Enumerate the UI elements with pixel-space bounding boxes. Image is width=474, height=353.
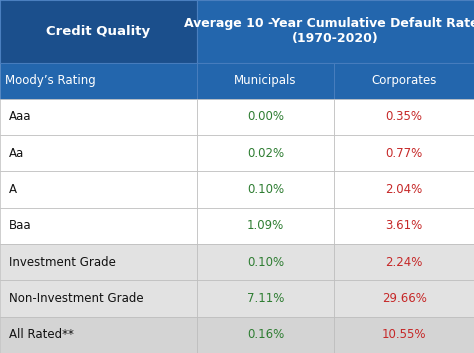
Bar bbox=[334, 135, 474, 172]
Text: 2.04%: 2.04% bbox=[385, 183, 423, 196]
Bar bbox=[334, 280, 474, 317]
Bar bbox=[334, 172, 474, 208]
Bar bbox=[197, 208, 334, 244]
Text: 0.35%: 0.35% bbox=[385, 110, 423, 124]
Text: 7.11%: 7.11% bbox=[247, 292, 284, 305]
Bar bbox=[334, 244, 474, 280]
Bar bbox=[334, 317, 474, 353]
Bar bbox=[334, 99, 474, 135]
Bar bbox=[197, 62, 334, 99]
Text: Moody’s Rating: Moody’s Rating bbox=[5, 74, 95, 87]
Text: Average 10 -Year Cumulative Default Rates
(1970-2020): Average 10 -Year Cumulative Default Rate… bbox=[184, 17, 474, 45]
Bar bbox=[0, 0, 197, 62]
Bar bbox=[0, 99, 197, 135]
Bar bbox=[197, 244, 334, 280]
Text: Non-Investment Grade: Non-Investment Grade bbox=[9, 292, 143, 305]
Bar bbox=[197, 135, 334, 172]
Bar bbox=[197, 280, 334, 317]
Text: 0.10%: 0.10% bbox=[247, 183, 284, 196]
Text: 0.10%: 0.10% bbox=[247, 256, 284, 269]
Text: 29.66%: 29.66% bbox=[382, 292, 427, 305]
Bar bbox=[0, 135, 197, 172]
Bar bbox=[197, 99, 334, 135]
Text: 3.61%: 3.61% bbox=[385, 220, 423, 232]
Bar bbox=[0, 208, 197, 244]
Bar bbox=[197, 0, 474, 62]
Text: Municipals: Municipals bbox=[234, 74, 297, 87]
Text: 0.00%: 0.00% bbox=[247, 110, 284, 124]
Bar bbox=[197, 172, 334, 208]
Text: Investment Grade: Investment Grade bbox=[9, 256, 115, 269]
Text: Credit Quality: Credit Quality bbox=[46, 25, 150, 38]
Bar bbox=[0, 172, 197, 208]
Text: Aa: Aa bbox=[9, 147, 24, 160]
Text: 0.77%: 0.77% bbox=[385, 147, 423, 160]
Bar bbox=[0, 244, 197, 280]
Text: 10.55%: 10.55% bbox=[382, 328, 426, 341]
Text: All Rated**: All Rated** bbox=[9, 328, 73, 341]
Text: Baa: Baa bbox=[9, 220, 31, 232]
Bar bbox=[0, 62, 197, 99]
Text: Corporates: Corporates bbox=[372, 74, 437, 87]
Text: 1.09%: 1.09% bbox=[247, 220, 284, 232]
Text: Aaa: Aaa bbox=[9, 110, 31, 124]
Text: 0.02%: 0.02% bbox=[247, 147, 284, 160]
Text: A: A bbox=[9, 183, 17, 196]
Bar bbox=[0, 317, 197, 353]
Text: 0.16%: 0.16% bbox=[247, 328, 284, 341]
Bar bbox=[334, 208, 474, 244]
Text: 2.24%: 2.24% bbox=[385, 256, 423, 269]
Bar bbox=[197, 317, 334, 353]
Bar bbox=[0, 280, 197, 317]
Bar bbox=[334, 62, 474, 99]
